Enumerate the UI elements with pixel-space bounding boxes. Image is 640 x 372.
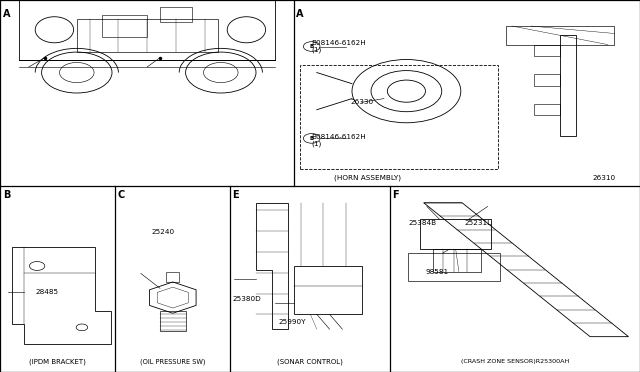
Text: A: A bbox=[296, 9, 303, 19]
Bar bbox=[433, 249, 481, 272]
Text: A: A bbox=[3, 9, 11, 19]
Text: C: C bbox=[117, 190, 124, 201]
Text: B08146-6162H
(1): B08146-6162H (1) bbox=[312, 134, 367, 147]
Text: 25240: 25240 bbox=[152, 230, 175, 235]
Text: (CRASH ZONE SENSOR)R25300AH: (CRASH ZONE SENSOR)R25300AH bbox=[461, 359, 570, 364]
Text: 28485: 28485 bbox=[35, 289, 58, 295]
Text: B: B bbox=[310, 136, 314, 141]
Text: 25380D: 25380D bbox=[232, 296, 261, 302]
Bar bbox=[166, 272, 179, 282]
Text: 25990Y: 25990Y bbox=[278, 319, 306, 325]
Text: (SONAR CONTROL): (SONAR CONTROL) bbox=[278, 358, 343, 365]
Text: B: B bbox=[310, 44, 314, 49]
Text: 98581: 98581 bbox=[426, 269, 449, 275]
Bar bbox=[300, 65, 498, 169]
Bar bbox=[102, 15, 147, 37]
Bar bbox=[294, 266, 362, 314]
Text: 25384B: 25384B bbox=[408, 220, 436, 226]
Text: 26310: 26310 bbox=[592, 175, 615, 181]
Text: 25231L: 25231L bbox=[464, 220, 491, 226]
Text: B08146-6162H
(1): B08146-6162H (1) bbox=[312, 40, 367, 53]
Bar bbox=[77, 19, 218, 52]
Text: 26330: 26330 bbox=[351, 99, 374, 105]
Bar bbox=[160, 311, 186, 331]
Bar bbox=[408, 253, 500, 281]
Text: F: F bbox=[392, 190, 399, 201]
Text: (OIL PRESSURE SW): (OIL PRESSURE SW) bbox=[140, 358, 205, 365]
Text: (HORN ASSEMBLY): (HORN ASSEMBLY) bbox=[335, 174, 401, 181]
Bar bbox=[420, 219, 491, 249]
Bar bbox=[160, 7, 192, 22]
Text: E: E bbox=[232, 190, 238, 201]
Text: (IPDM BRACKET): (IPDM BRACKET) bbox=[29, 358, 86, 365]
Text: B: B bbox=[3, 190, 11, 201]
